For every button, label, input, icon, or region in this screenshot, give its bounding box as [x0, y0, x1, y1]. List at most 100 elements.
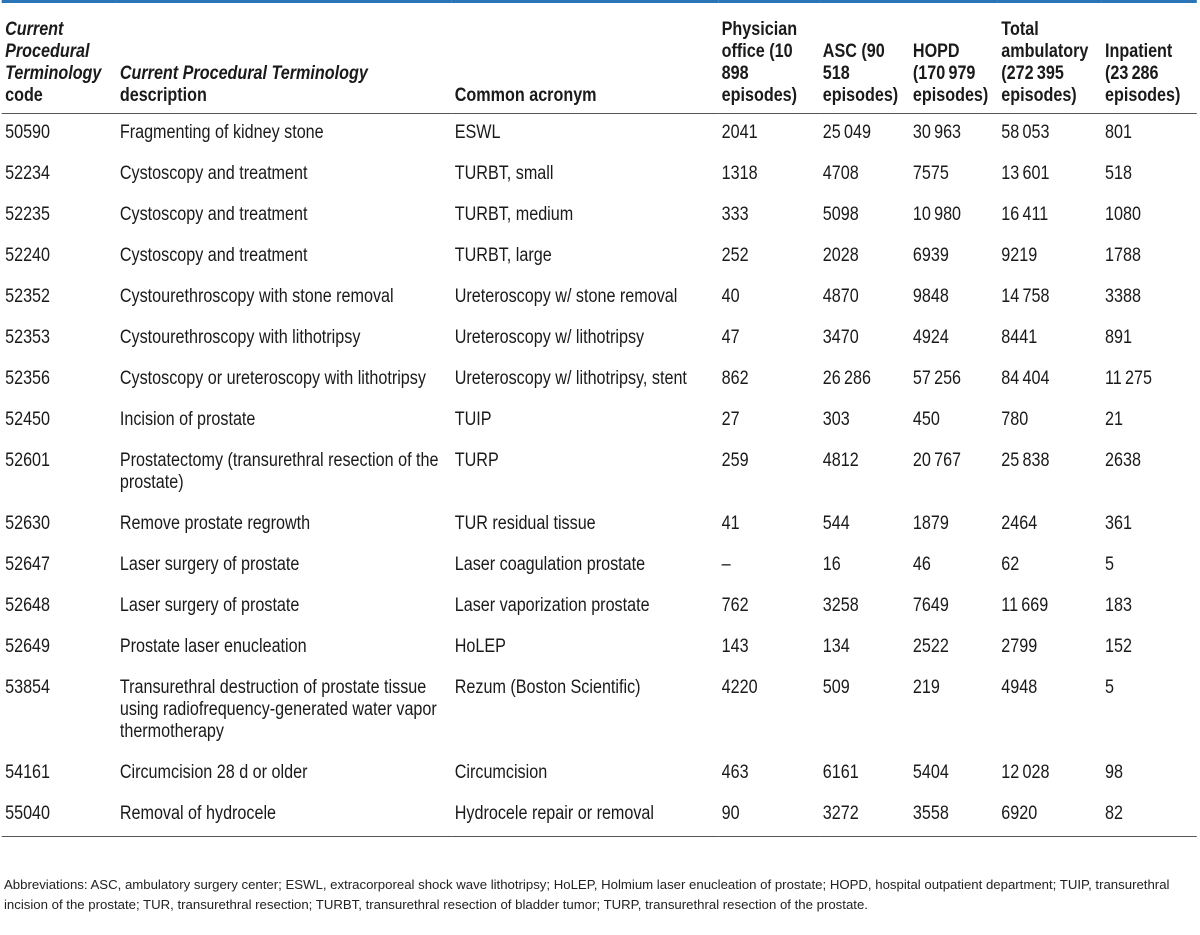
table-cell: Cystoscopy or ureteroscopy with lithotri…	[119, 368, 426, 389]
header-emphasis: Current Procedural Terminology	[119, 63, 368, 84]
table-cell: Cystoscopy and treatment	[119, 163, 308, 184]
table-cell: 3388	[1105, 286, 1141, 307]
table-row: 52353 Cystourethroscopy with lithotripsy U…	[2, 319, 1197, 360]
table-body: 50590 Fragmenting of kidney stone ESWL 2041…	[1, 114, 1197, 837]
table-cell: 780	[1001, 409, 1029, 430]
table-cell: 183	[1105, 595, 1132, 616]
footnote: Abbreviations: ASC, ambulatory surgery c…	[4, 877, 1170, 912]
table-cell: 801	[1105, 122, 1132, 143]
table-cell: 333	[721, 204, 749, 225]
table-cell: 509	[822, 677, 850, 698]
table-cell: Hydrocele repair or removal	[451, 795, 719, 837]
table-cell: TURBT, medium	[454, 204, 574, 225]
table-cell: 544	[822, 513, 850, 534]
table-cell: 4924	[912, 327, 949, 348]
header-text: Physician office (10 898 episodes)	[721, 19, 798, 106]
table-cell: 46	[912, 554, 931, 575]
table-cell: 6920	[997, 795, 1102, 837]
data-table: Current Procedural Terminology code Curre…	[1, 0, 1197, 837]
table-row: 52648 Laser surgery of prostate Laser vapo…	[2, 587, 1197, 628]
table-cell: 62	[1001, 554, 1020, 575]
table-cell: 2799	[1001, 636, 1038, 657]
header-text: code	[5, 85, 43, 106]
table-cell: Prostatectomy (transurethral resection o…	[119, 450, 439, 493]
table-cell: 5	[1105, 554, 1114, 575]
table-cell: 463	[721, 762, 749, 783]
table-cell: 3470	[822, 327, 859, 348]
table-cell: 2522	[912, 636, 949, 657]
table-cell: 52240	[5, 245, 51, 266]
table-cell: 13 601	[1001, 163, 1050, 184]
table-cell: 98	[1105, 762, 1123, 783]
table-cell: 3272	[819, 795, 910, 837]
table-row: 52356 Cystoscopy or ureteroscopy with lit…	[2, 360, 1197, 401]
table-row: 55040 Removal of hydrocele Hydrocele repai…	[1, 795, 1197, 837]
table-cell: 52450	[5, 409, 51, 430]
table-cell: Fragmenting of kidney stone	[119, 122, 324, 143]
table-row: 52630 Remove prostate regrowth TUR residua…	[2, 505, 1197, 546]
table-cell: 20 767	[912, 450, 962, 471]
table-cell: Ureteroscopy w/ lithotripsy	[454, 327, 645, 348]
table-cell: 3258	[822, 595, 859, 616]
header-emphasis: Current Procedural Terminology	[5, 19, 102, 84]
table-cell: TUR residual tissue	[454, 513, 596, 534]
table-cell: TURBT, large	[454, 245, 552, 266]
table-cell: 6161	[822, 762, 859, 783]
table-cell: 16	[822, 554, 841, 575]
table-cell: 891	[1105, 327, 1132, 348]
table-cell: Cystourethroscopy with stone removal	[119, 286, 394, 307]
table-cell: Prostate laser enucleation	[119, 636, 307, 657]
header-cell: Current Procedural Terminology code	[1, 1, 117, 114]
table-row: 52235 Cystoscopy and treatment TURBT, medi…	[2, 196, 1197, 237]
table-cell: 14 758	[1001, 286, 1050, 307]
table-cell: 11 669	[1001, 595, 1049, 616]
table-cell: 7649	[912, 595, 949, 616]
header-cell: HOPD (170 979 episodes)	[909, 1, 998, 114]
table-cell: Remove prostate regrowth	[119, 513, 311, 534]
table-cell: 2464	[1001, 513, 1038, 534]
table-cell: –	[721, 554, 731, 575]
header-text: Total ambulatory (272 395 episodes)	[1001, 19, 1089, 106]
header-row: Current Procedural Terminology code Curre…	[1, 1, 1197, 114]
header-text: ASC (90 518 episodes)	[822, 41, 899, 106]
table-row: 52234 Cystoscopy and treatment TURBT, smal…	[2, 155, 1197, 196]
table-cell: 52647	[5, 554, 51, 575]
table-wrap: Current Procedural Terminology code Curre…	[1, 0, 1197, 837]
table-cell: 8441	[1001, 327, 1038, 348]
table-cell: 52630	[5, 513, 51, 534]
table-cell: 52649	[5, 636, 51, 657]
table-row: 52240 Cystoscopy and treatment TURBT, larg…	[2, 237, 1197, 278]
table-cell: 58 053	[1001, 122, 1050, 143]
header-text: HOPD (170 979 episodes)	[912, 41, 989, 106]
table-cell: 2041	[721, 122, 758, 143]
table-cell: Laser surgery of prostate	[119, 554, 300, 575]
header-text: Inpatient (23 286 episodes)	[1105, 41, 1181, 106]
table-cell: 41	[721, 513, 740, 534]
table-cell: 259	[721, 450, 749, 471]
table-cell: TURBT, small	[454, 163, 554, 184]
table-cell: 303	[822, 409, 850, 430]
table-cell: 52234	[5, 163, 51, 184]
table-cell: 2638	[1105, 450, 1141, 471]
table-cell: 30 963	[912, 122, 962, 143]
table-cell: 143	[721, 636, 749, 657]
table-row: 52647 Laser surgery of prostate Laser coag…	[2, 546, 1197, 587]
table-cell: 84 404	[1001, 368, 1050, 389]
table-cell: Ureteroscopy w/ lithotripsy, stent	[454, 368, 687, 389]
table-row: 52352 Cystourethroscopy with stone remova…	[2, 278, 1197, 319]
table-cell: Cystoscopy and treatment	[119, 245, 308, 266]
header-cell: Physician office (10 898 episodes)	[718, 1, 820, 114]
table-cell: 40	[721, 286, 740, 307]
table-cell: 1879	[912, 513, 949, 534]
table-cell: 21	[1105, 409, 1123, 430]
table-cell: 6939	[912, 245, 949, 266]
table-cell: 9219	[1001, 245, 1038, 266]
table-cell: 3558	[909, 795, 998, 837]
table-cell: 4708	[822, 163, 859, 184]
table-cell: 9848	[912, 286, 949, 307]
table-cell: 52601	[5, 450, 51, 471]
table-cell: Removal of hydrocele	[116, 795, 452, 837]
table-cell: 361	[1105, 513, 1132, 534]
table-cell: Laser vaporization prostate	[454, 595, 650, 616]
table-cell: 2028	[822, 245, 859, 266]
